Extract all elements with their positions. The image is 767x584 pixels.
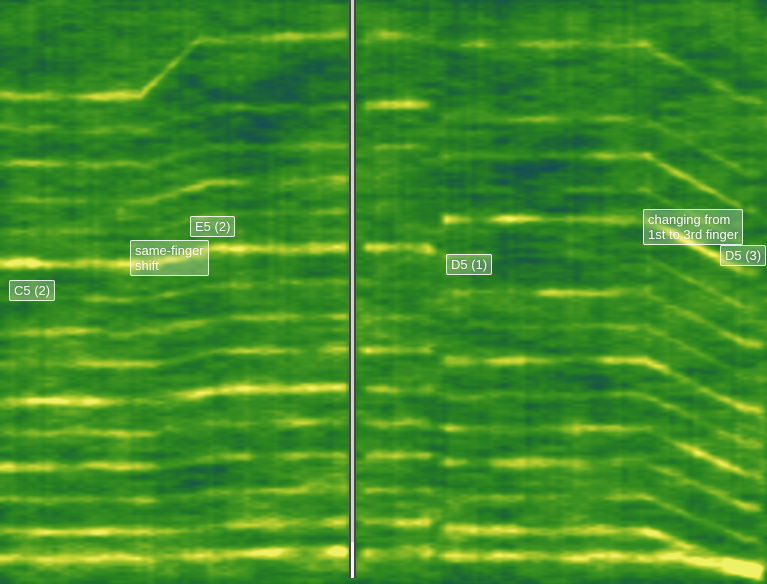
annotation-d5-3: D5 (3): [720, 245, 767, 266]
playhead-tip: [351, 542, 354, 578]
annotation-text: D5 (3): [725, 248, 762, 263]
annotation-c5-2: C5 (2): [9, 280, 56, 301]
annotation-text: 1st to 3rd finger: [648, 227, 739, 242]
playhead-line[interactable]: [349, 0, 356, 578]
annotation-text: same-finger: [135, 243, 204, 258]
annotation-same-finger-shift: same-finger shift: [130, 240, 209, 276]
annotation-d5-1: D5 (1): [446, 254, 493, 275]
annotation-e5-2: E5 (2): [190, 216, 236, 237]
annotation-text: E5 (2): [195, 219, 231, 234]
annotation-changing-finger: changing from 1st to 3rd finger: [643, 209, 744, 245]
annotation-text: D5 (1): [451, 257, 488, 272]
annotation-text: shift: [135, 258, 159, 273]
annotation-text: C5 (2): [14, 283, 51, 298]
annotation-text: changing from: [648, 212, 731, 227]
